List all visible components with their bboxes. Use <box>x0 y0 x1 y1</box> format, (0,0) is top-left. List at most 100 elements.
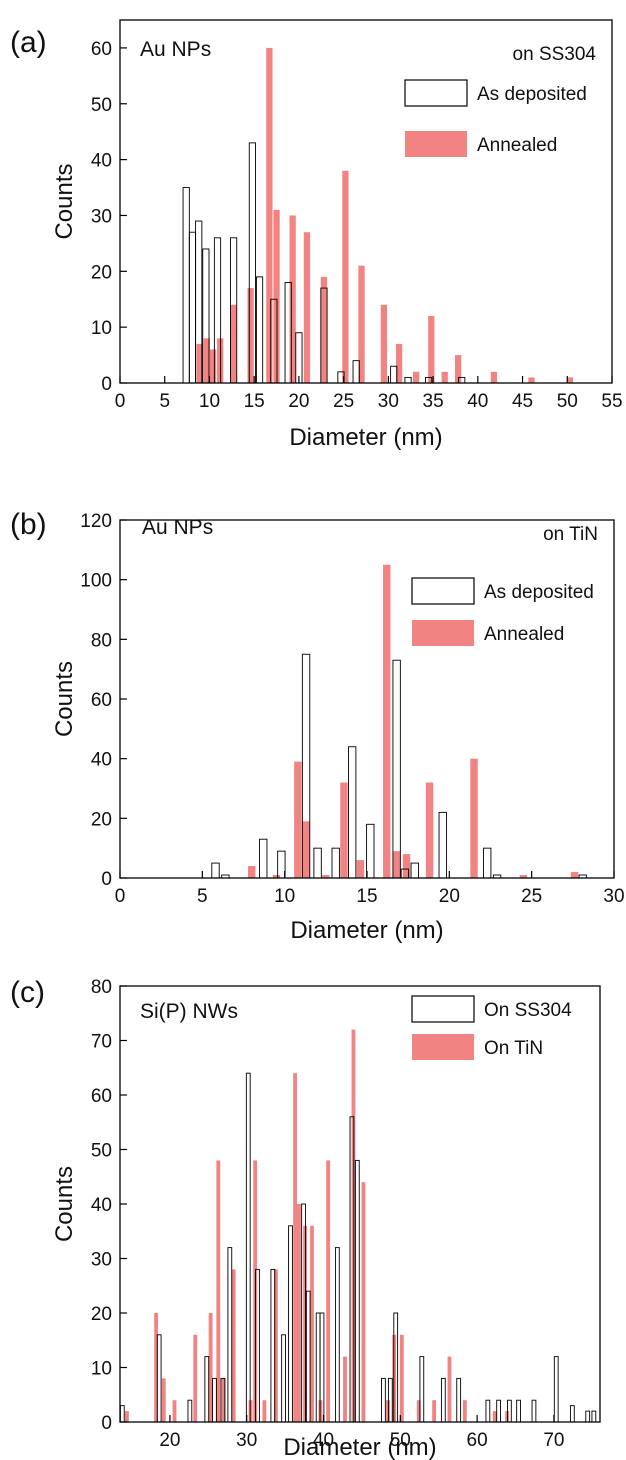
bar-s2 <box>273 209 280 383</box>
bar-s2 <box>326 1160 331 1422</box>
bar-s2 <box>272 875 281 878</box>
histogram-panel-c: 20 30 40 50 60 70 0 10 20 30 40 50 60 70 80 Diameter (n… <box>10 976 601 1460</box>
bar-s2 <box>570 872 579 878</box>
x-tick-label: 40 <box>313 1430 334 1451</box>
y-tick-label: 120 <box>80 511 112 532</box>
bar-s2 <box>470 758 478 878</box>
x-tick-label: 30 <box>236 1430 257 1451</box>
y-tick-label: 60 <box>91 690 112 711</box>
bar-s2 <box>490 371 498 383</box>
y-tick-label: 30 <box>91 1250 112 1271</box>
x-axis-title: Diameter (nm) <box>289 424 442 451</box>
x-tick-label: 50 <box>390 1430 411 1451</box>
bar-s2 <box>161 1378 166 1422</box>
y-tick-label: 80 <box>91 977 112 998</box>
bar-s1 <box>585 1410 591 1423</box>
bar-s1 <box>483 847 492 879</box>
bar-s1 <box>404 376 412 384</box>
x-tick-label: 20 <box>159 1430 180 1451</box>
bar-s1 <box>277 850 286 879</box>
bar-s1 <box>188 231 197 384</box>
bar-s2 <box>343 1356 347 1422</box>
bar-s1 <box>381 1377 386 1423</box>
bar-s1 <box>295 332 303 384</box>
bar-s2 <box>273 1269 278 1422</box>
bar-s1 <box>348 746 357 879</box>
bar-s1 <box>390 365 398 384</box>
bar-s2 <box>124 1411 129 1422</box>
histogram-panel-b: 0 5 10 15 20 25 30 0 20 40 60 80 100 120 Diameter (nm)… <box>10 508 625 944</box>
bar-s2 <box>492 1411 497 1422</box>
y-tick-label: 50 <box>91 1141 112 1162</box>
bar-s2 <box>154 1313 159 1422</box>
bar-s1 <box>212 1377 217 1423</box>
histogram-panel-a: 0 5 10 15 20 25 30 35 40 45 50 55 0 10 20 30 40 50 60 Diame… <box>10 19 623 451</box>
x-tick-label: 10 <box>199 391 220 412</box>
legend-swatch <box>411 577 475 605</box>
y-tick-label: 100 <box>80 571 112 592</box>
x-tick-label: 25 <box>521 886 542 907</box>
legend-swatch <box>412 1034 474 1060</box>
x-tick-label: 35 <box>423 391 444 412</box>
bar-s2 <box>416 1400 421 1422</box>
bar-s2 <box>302 821 310 878</box>
bar-s2 <box>247 288 254 383</box>
y-tick-label: 80 <box>91 630 112 651</box>
y-tick-label: 40 <box>91 151 112 172</box>
bar-s1 <box>366 823 375 879</box>
bar-s1 <box>187 1399 193 1423</box>
x-tick-label: 50 <box>557 391 578 412</box>
bar-s1 <box>182 187 190 384</box>
bar-s2 <box>428 315 435 383</box>
y-tick-label: 70 <box>91 1032 112 1053</box>
y-tick-label: 30 <box>91 206 112 227</box>
bar-s1 <box>334 1247 340 1423</box>
x-axis-title: Diameter (nm) <box>290 917 443 944</box>
bar-s2 <box>230 304 237 383</box>
legend-swatch <box>405 131 467 157</box>
bar-s2 <box>289 215 296 383</box>
x-axis-title: Diameter (nm) <box>283 1434 436 1460</box>
y-tick-label: 0 <box>101 374 112 395</box>
bar-s2 <box>266 47 273 384</box>
legend-label: On SS304 <box>484 1000 572 1021</box>
bar-s2 <box>209 349 217 383</box>
bar-s2 <box>340 782 348 878</box>
panel-label: (c) <box>10 976 45 1009</box>
bar-s2 <box>361 1182 366 1422</box>
y-tick-label: 20 <box>91 1304 112 1325</box>
y-axis-title: Counts <box>51 163 78 239</box>
bar-s2 <box>303 232 311 383</box>
bar-s2 <box>216 1160 221 1422</box>
bar-s1 <box>313 847 322 879</box>
legend-label: Annealed <box>484 624 564 645</box>
x-tick-label: 70 <box>543 1430 564 1451</box>
x-tick-label: 5 <box>159 391 170 412</box>
bar-s1 <box>281 1334 286 1423</box>
bar-s2 <box>248 866 256 878</box>
bar-s1 <box>456 1377 462 1423</box>
bar-s1 <box>331 847 340 879</box>
legend-label: Annealed <box>477 135 557 156</box>
legend-label: On TiN <box>484 1038 543 1059</box>
bar-s2 <box>432 1400 437 1422</box>
y-tick-label: 20 <box>91 809 112 830</box>
bar-s1 <box>392 659 401 879</box>
bar-s1 <box>245 1072 251 1423</box>
bar-s2 <box>399 1334 404 1422</box>
legend-label: As deposited <box>477 84 587 105</box>
x-tick-label: 30 <box>603 886 624 907</box>
bar-s1 <box>440 1377 446 1423</box>
bar-s1 <box>227 1247 233 1423</box>
bar-s1 <box>485 1399 491 1423</box>
panel-label: (b) <box>10 508 47 541</box>
x-tick-label: 20 <box>288 391 309 412</box>
bar-s1 <box>211 862 220 879</box>
bar-s2 <box>193 1334 198 1422</box>
y-axis-title: Counts <box>51 1166 78 1242</box>
bar-s2 <box>425 782 434 878</box>
legend-label: As deposited <box>484 582 594 603</box>
y-tick-label: 40 <box>91 750 112 771</box>
bar-s2 <box>519 875 528 878</box>
